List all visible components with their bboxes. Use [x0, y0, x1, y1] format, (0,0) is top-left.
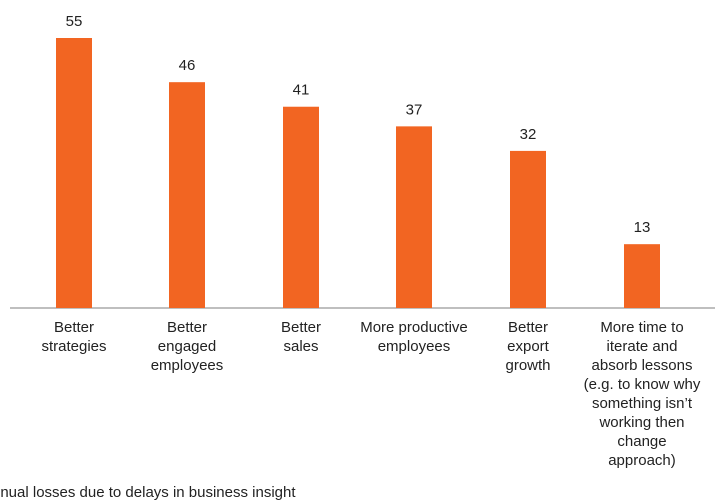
value-label-5: 13 [634, 219, 651, 236]
category-label-5: More time to iterate and absorb lessons … [583, 319, 701, 469]
value-label-3: 37 [406, 101, 423, 118]
bar-1 [169, 82, 205, 308]
bar-4 [510, 150, 546, 308]
category-label-2: Better sales [280, 319, 322, 355]
value-label-4: 32 [520, 126, 537, 143]
footnote: nnual losses due to delays in business i… [0, 484, 296, 501]
bar-2 [283, 106, 319, 309]
value-label-0: 55 [66, 13, 83, 30]
bar-5 [624, 244, 660, 308]
category-label-4: Better export growth [505, 319, 551, 374]
value-label-1: 46 [179, 57, 196, 74]
category-label-3: More productive employees [360, 319, 468, 355]
category-label-1: Better engaged employees [150, 319, 224, 374]
bar-0 [56, 38, 92, 308]
value-label-2: 41 [293, 82, 310, 99]
bar-3 [396, 126, 432, 308]
category-label-0: Better strategies [41, 319, 107, 355]
